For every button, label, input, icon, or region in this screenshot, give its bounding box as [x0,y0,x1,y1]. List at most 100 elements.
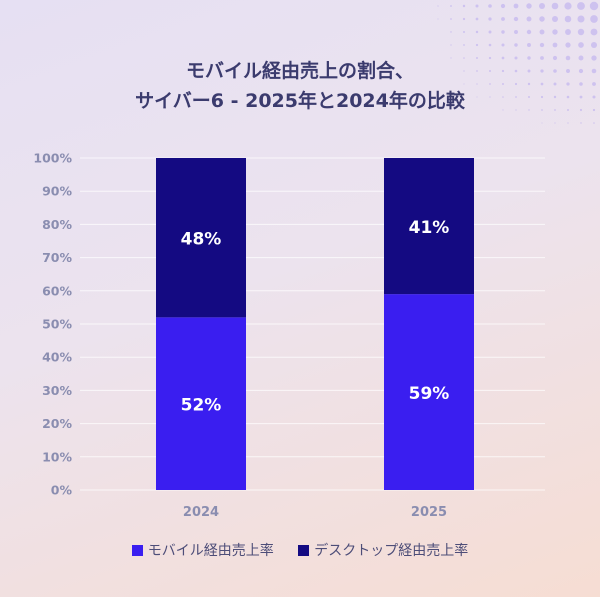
chart-title-line-2: サイバー6 - 2025年と2024年の比較 [135,90,465,112]
decorative-dot [514,30,518,34]
chart-title-line-1: モバイル経由売上の割合、 [185,60,414,82]
decorative-dot [553,95,557,99]
decorative-dot [565,29,571,35]
decorative-dot [463,57,465,59]
decorative-dot [552,29,558,35]
decorative-dot [565,55,571,61]
decorative-dot [527,82,531,86]
y-tick-label: 20% [42,416,72,431]
y-tick-label: 30% [42,383,72,398]
decorative-dot [592,82,596,86]
y-tick-label: 0% [51,483,73,498]
y-tick-label: 40% [42,350,72,365]
decorative-dot [488,43,492,47]
legend-label-mobile: モバイル経由売上率 [147,543,274,559]
decorative-dot [513,3,519,9]
data-label: 41% [409,218,450,238]
decorative-dot [591,55,597,61]
legend-item-mobile[interactable]: モバイル経由売上率 [131,540,274,560]
decorative-dot [502,83,504,85]
decorative-dot [590,41,598,49]
decorative-dot [500,3,506,9]
decorative-dot [592,95,596,99]
decorative-dot [527,69,531,73]
bar-segment-desktop-2024[interactable] [156,158,246,318]
decorative-dot [515,96,517,98]
decorative-dot [579,82,583,86]
decorative-dot [526,29,532,35]
decorative-dot [489,70,491,72]
bar-segment-mobile-2024[interactable] [156,317,246,490]
decorative-dot [590,15,598,23]
decorative-dot [462,17,466,21]
decorative-dot [488,17,492,21]
legend-item-desktop[interactable]: デスクトップ経由売上率 [298,540,468,560]
legend-swatch-mobile [131,545,143,556]
decorative-dot [437,5,439,7]
x-tick-label: 2025 [411,505,447,520]
decorative-dot [579,108,583,112]
decorative-dot [539,42,545,48]
decorative-dot [567,122,569,124]
decorative-dot [578,68,584,74]
decorative-dot [566,95,570,99]
decorative-dot [476,70,478,72]
decorative-dot [540,56,544,60]
bar-segment-desktop-2025[interactable] [384,158,474,295]
decorative-dot [475,17,479,21]
decorative-dot [589,1,599,11]
decorative-dot [565,42,571,48]
y-tick-label: 60% [42,283,72,298]
decorative-dot [553,82,557,86]
decorative-dot [450,31,452,33]
decorative-dot [528,109,530,111]
y-tick-label: 90% [42,184,72,199]
decorative-dot [450,57,452,59]
decorative-dot [593,122,595,124]
decorative-dot [541,122,543,124]
decorative-dot [564,2,572,10]
decorative-dot [475,43,479,47]
decorative-dot [578,55,584,61]
data-label: 59% [409,384,450,404]
decorative-dot [527,43,531,47]
decorative-dot [463,31,465,33]
decorative-dot [476,96,478,98]
decorative-dot [475,4,479,8]
decorative-dot [540,95,544,99]
decorative-dot [577,2,585,10]
decorative-dot [577,15,585,23]
decorative-dot [590,28,598,36]
y-tick-label: 80% [42,217,72,232]
decorative-dot [488,30,492,34]
decorative-dot [450,44,452,46]
decorative-dot [475,30,479,34]
decorative-dot [579,95,583,99]
data-label: 52% [181,396,222,416]
decorative-dot [580,122,582,124]
decorative-dot [554,122,556,124]
y-tick-label: 70% [42,250,72,265]
decorative-dot [527,56,531,60]
decorative-dot [501,17,505,21]
decorative-dot [501,69,505,73]
data-label: 48% [181,230,222,250]
legend-swatch-desktop [298,545,310,556]
chart-title: モバイル経由売上の割合、 サイバー6 - 2025年と2024年の比較 [0,56,600,116]
decorative-dot [552,16,558,22]
bar-segment-mobile-2025[interactable] [384,294,474,490]
decorative-dot [566,69,570,73]
decorative-dot [592,108,596,112]
legend: モバイル経由売上率 デスクトップ経由売上率 [0,540,600,560]
decorative-dot [539,3,545,9]
decorative-dot [515,109,517,111]
decorative-dot [502,96,504,98]
decorative-dot [552,55,558,61]
decorative-dot [489,83,491,85]
decorative-dot [502,109,504,111]
y-tick-label: 10% [42,449,72,464]
decorative-dot [462,4,466,8]
decorative-dot [553,69,557,73]
